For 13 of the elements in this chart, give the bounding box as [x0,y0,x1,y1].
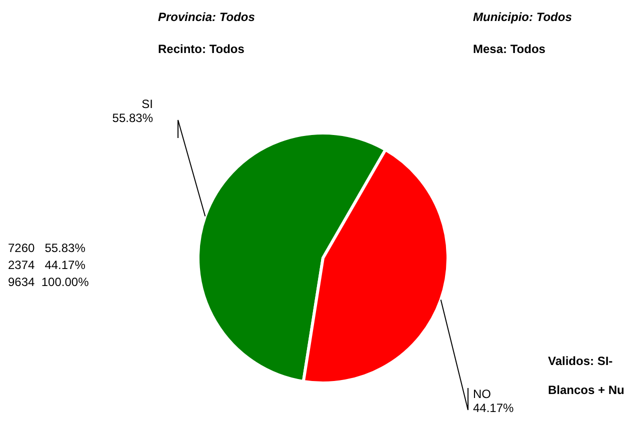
data-label: 55.83% [112,111,154,125]
data-label: 44.17% [473,401,514,415]
text: Mesa: Todos [473,42,546,56]
text: Blancos + Nu [548,383,624,397]
text: 2374 44.17% [8,258,86,272]
slice-label: NO [473,387,491,401]
text: Municipio: Todos [473,10,572,24]
text: Provincia: Todos [158,10,255,24]
text: 9634 100.00% [8,275,89,289]
text: Recinto: Todos [158,42,244,56]
slice-label: SI [142,97,153,111]
text: 7260 55.83% [8,241,86,255]
text: Validos: SI- [548,354,613,368]
